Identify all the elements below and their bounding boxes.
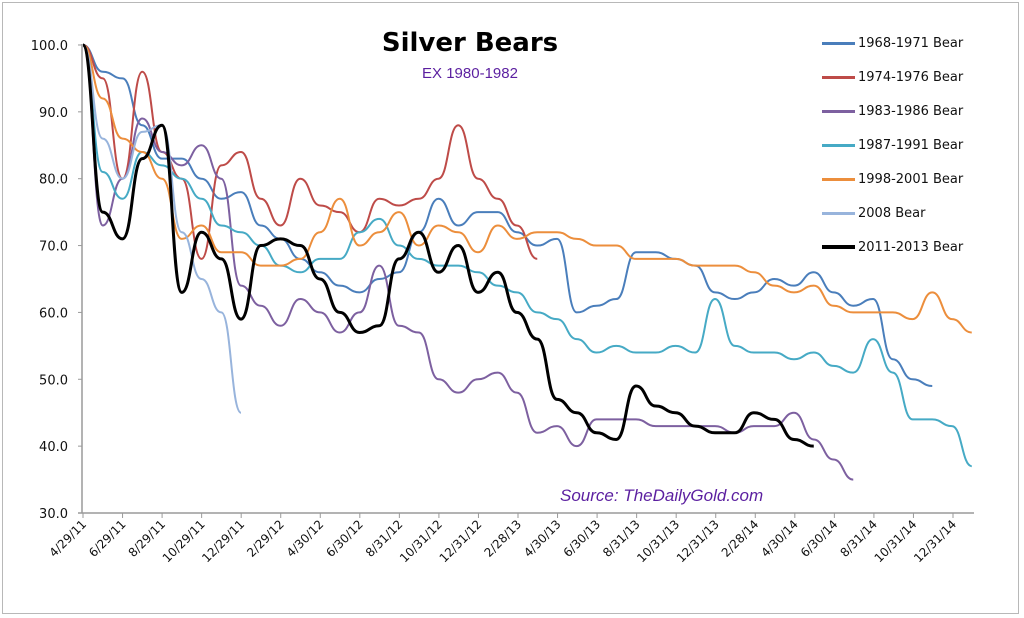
legend-swatch [822,143,855,147]
chart-subtitle: EX 1980-1982 [422,65,518,82]
legend-swatch [822,177,855,181]
series-line-2011-2013-bear [81,43,814,448]
y-tick-label: 90.0 [39,106,68,121]
x-tick-label: 6/30/12 [323,517,366,560]
legend-label: 2008 Bear [858,205,926,221]
legend-item: 1974-1976 Bear [822,67,963,87]
y-tick-label: 30.0 [39,507,68,522]
legend-swatch [822,245,855,249]
x-tick-label: 4/29/11 [47,517,90,560]
x-tick-label: 6/30/13 [561,517,604,560]
x-tick-label: 4/30/12 [284,517,327,560]
series-line-1987-1991-bear [82,43,973,468]
y-tick-label: 60.0 [39,306,68,321]
legend-item: 1983-1986 Bear [822,101,963,121]
x-tick-label: 12/31/12 [437,517,485,565]
chart-title: Silver Bears [381,28,559,58]
x-tick-label: 12/31/13 [674,517,722,565]
x-tick-label: 6/29/11 [86,517,129,560]
source-annotation: Source: TheDailyGold.com [560,486,764,505]
x-tick-label: 10/31/12 [397,517,445,565]
legend-item: 1968-1971 Bear [822,33,963,53]
x-tick-label: 4/30/13 [521,517,564,560]
x-tick-label: 12/31/14 [911,517,959,565]
legend-swatch [822,211,855,215]
legend-label: 1974-1976 Bear [858,69,964,85]
legend-swatch [822,41,855,45]
x-tick-label: 12/29/11 [199,517,247,565]
series-line-1998-2001-bear [82,43,972,334]
y-tick-label: 50.0 [39,373,68,388]
legend-label: 1968-1971 Bear [858,35,964,51]
legend-item: 1987-1991 Bear [822,135,963,155]
y-tick-label: 40.0 [39,440,68,455]
legend-label: 2011-2013 Bear [858,239,964,255]
x-tick-label: 6/30/14 [798,517,841,560]
series-line-1983-1986-bear [82,43,854,481]
legend-item: 2011-2013 Bear [822,237,963,257]
x-tick-label: 2/29/12 [244,517,287,560]
legend-swatch [822,109,855,113]
legend-swatch [822,75,855,79]
x-tick-label: 2/28/14 [719,517,762,560]
series-line-1968-1971-bear [82,43,933,387]
y-tick-label: 100.0 [31,39,68,54]
series-line-1974-1976-bear [82,43,538,260]
x-tick-label: 10/31/14 [872,517,920,565]
x-tick-label: 10/31/13 [634,517,682,565]
y-tick-label: 80.0 [39,173,68,188]
y-tick-label: 70.0 [39,240,68,255]
x-tick-label: 4/30/14 [758,517,801,560]
legend-item: 2008 Bear [822,203,925,223]
legend-label: 1983-1986 Bear [858,103,964,119]
legend-label: 1998-2001 Bear [858,171,964,187]
legend-label: 1987-1991 Bear [858,137,964,153]
legend-item: 1998-2001 Bear [822,169,963,189]
x-tick-label: 2/28/13 [482,517,525,560]
x-tick-label: 10/29/11 [160,517,208,565]
